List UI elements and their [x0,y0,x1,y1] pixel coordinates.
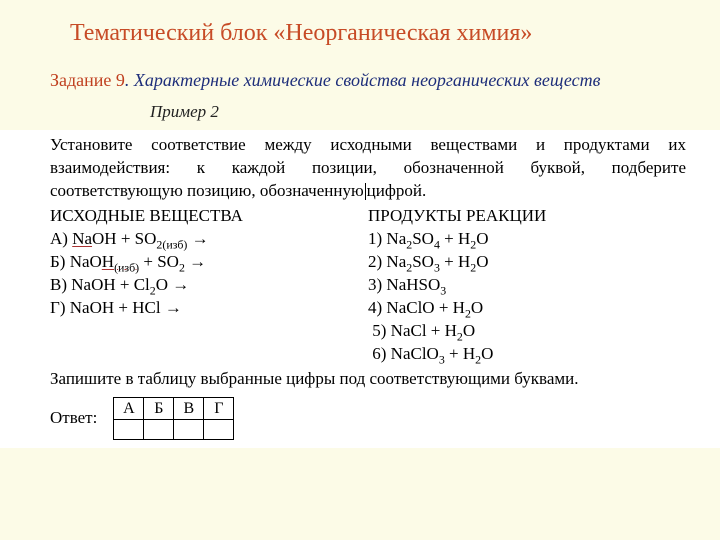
footer-instruction: Запишите в таблицу выбранные цифры под с… [50,368,686,391]
left-item: Г) NaOH + HCl → [50,297,368,320]
answer-cell [144,420,174,440]
answer-cell [114,420,144,440]
task-line: Задание 9. Характерные химические свойст… [50,69,690,92]
right-item: 6) NaClO3 + H2O [368,343,686,366]
left-item: Б) NaOH(изб) + SO2 → [50,251,368,274]
right-item: 3) NaHSO3 [368,274,686,297]
example-label: Пример 2 [150,102,690,122]
columns: ИСХОДНЫЕ ВЕЩЕСТВА А) NaOH + SO2(изб) → Б… [50,205,686,366]
right-item: 1) Na2SO4 + H2O [368,228,686,251]
right-column: ПРОДУКТЫ РЕАКЦИИ 1) Na2SO4 + H2O 2) Na2S… [368,205,686,366]
problem-box: Установите соответствие между исходными … [0,130,720,448]
right-item: 2) Na2SO3 + H2O [368,251,686,274]
answer-cell [174,420,204,440]
answer-label: Ответ: [50,407,97,430]
text-cursor [365,183,366,200]
answer-table: А Б В Г [113,397,234,441]
task-number: Задание 9 [50,70,125,90]
left-item: А) NaOH + SO2(изб) → [50,228,368,251]
answer-header-cell: Б [144,397,174,420]
right-item: 5) NaCl + H2O [368,320,686,343]
answer-header-cell: А [114,397,144,420]
page-title: Тематический блок «Неорганическая химия» [70,20,690,47]
answer-cell [204,420,234,440]
answer-header-cell: Г [204,397,234,420]
left-item: В) NaOH + Cl2O → [50,274,368,297]
answer-header-cell: В [174,397,204,420]
left-column: ИСХОДНЫЕ ВЕЩЕСТВА А) NaOH + SO2(изб) → Б… [50,205,368,366]
task-desc: . Характерные химические свойства неорга… [125,70,601,90]
left-header: ИСХОДНЫЕ ВЕЩЕСТВА [50,205,368,228]
instruction-text: Установите соответствие между исходными … [50,134,686,203]
right-item: 4) NaClO + H2O [368,297,686,320]
right-header: ПРОДУКТЫ РЕАКЦИИ [368,205,686,228]
answer-section: Ответ: А Б В Г [50,397,686,441]
slide-root: Тематический блок «Неорганическая химия»… [0,0,720,448]
